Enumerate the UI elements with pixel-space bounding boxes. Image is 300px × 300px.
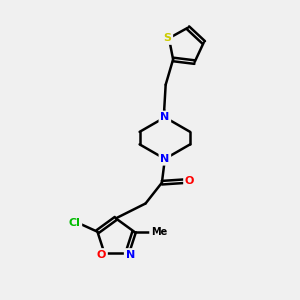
Text: S: S: [164, 33, 172, 43]
Text: N: N: [125, 250, 135, 260]
Text: N: N: [160, 112, 170, 122]
Text: O: O: [97, 250, 106, 260]
Text: N: N: [160, 154, 170, 164]
Text: Me: Me: [151, 227, 167, 237]
Text: Cl: Cl: [69, 218, 80, 228]
Text: O: O: [185, 176, 194, 186]
